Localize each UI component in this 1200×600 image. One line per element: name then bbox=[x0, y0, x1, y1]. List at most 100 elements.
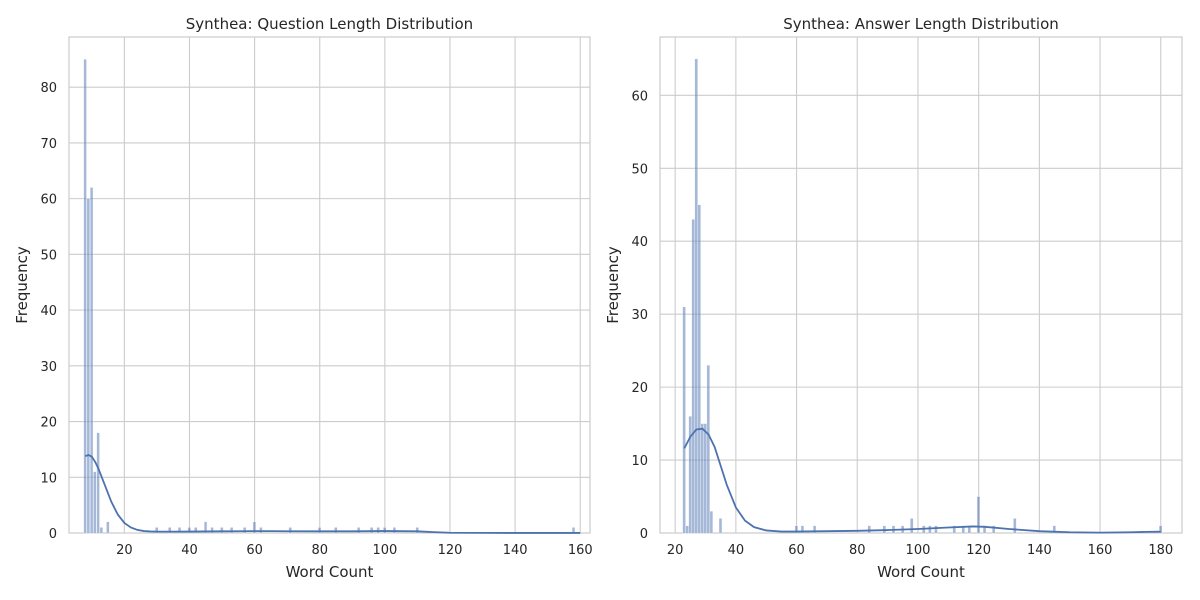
histogram-bar bbox=[700, 423, 704, 534]
histogram-bars bbox=[682, 58, 1163, 534]
histogram-bar bbox=[168, 527, 172, 534]
histogram-bar bbox=[694, 58, 698, 534]
histogram-bar bbox=[703, 423, 707, 534]
histogram-bar bbox=[203, 521, 208, 534]
histogram-bar bbox=[210, 527, 214, 534]
histogram-bar bbox=[685, 525, 689, 534]
y-tick-label: 10 bbox=[40, 471, 57, 486]
histogram-bar bbox=[187, 527, 191, 534]
x-tick-label: 160 bbox=[1088, 543, 1113, 558]
x-tick-label: 40 bbox=[181, 543, 198, 558]
histogram-bar bbox=[697, 204, 701, 534]
y-tick-label: 0 bbox=[49, 527, 57, 542]
x-tick-label: 100 bbox=[906, 543, 931, 558]
histogram-bar bbox=[155, 527, 159, 534]
y-tick-label: 0 bbox=[640, 527, 648, 542]
x-tick-label: 40 bbox=[728, 543, 745, 558]
question-length-chart: 20 40 60 80 100 120 140 160 0 10 20 30 40 50 60 70 80 S… bbox=[13, 15, 593, 581]
x-axis-label: Word Count bbox=[286, 563, 374, 581]
plot-area bbox=[68, 36, 591, 534]
histogram-bar bbox=[952, 525, 956, 534]
histogram-bar bbox=[177, 527, 182, 534]
histogram-bar bbox=[357, 527, 361, 534]
x-tick-label: 140 bbox=[1027, 543, 1052, 558]
histogram-bar bbox=[90, 187, 94, 534]
histogram-bars bbox=[83, 59, 576, 534]
x-tick-label: 120 bbox=[438, 543, 463, 558]
histogram-bar bbox=[982, 525, 987, 534]
x-tick-label: 20 bbox=[667, 543, 684, 558]
x-tick-labels: 20 40 60 80 100 120 140 160 bbox=[116, 543, 593, 558]
x-axis-label: Word Count bbox=[877, 563, 965, 581]
y-tick-label: 30 bbox=[40, 360, 57, 375]
x-tick-labels: 20 40 60 80 100 120 140 160 180 bbox=[667, 543, 1173, 558]
histogram-bar bbox=[86, 198, 90, 534]
histogram-bar bbox=[1013, 518, 1017, 534]
histogram-bar bbox=[243, 527, 247, 534]
y-tick-label: 10 bbox=[631, 454, 648, 469]
histogram-bar bbox=[800, 525, 805, 534]
y-tick-label: 60 bbox=[40, 193, 57, 208]
y-tick-labels: 0 10 20 30 40 50 60 70 80 bbox=[40, 81, 57, 542]
y-tick-label: 80 bbox=[40, 81, 57, 96]
chart-title: Synthea: Question Length Distribution bbox=[186, 15, 473, 33]
histogram-bar bbox=[220, 527, 224, 534]
kde-curve bbox=[683, 427, 1161, 534]
y-tick-label: 40 bbox=[631, 235, 648, 250]
y-tick-label: 70 bbox=[40, 137, 57, 152]
histogram-bar bbox=[392, 527, 397, 534]
histogram-bar bbox=[252, 521, 256, 534]
histogram-bar bbox=[96, 432, 100, 534]
histogram-bar bbox=[93, 471, 97, 534]
y-tick-label: 50 bbox=[40, 248, 57, 263]
histogram-bar bbox=[288, 527, 292, 534]
histogram-bar bbox=[415, 527, 419, 534]
histogram-bar bbox=[1158, 525, 1163, 534]
y-tick-label: 50 bbox=[631, 162, 648, 177]
histogram-bar bbox=[812, 525, 817, 534]
histogram-bar bbox=[334, 527, 338, 534]
histogram-bar bbox=[83, 59, 87, 534]
histogram-bar bbox=[794, 525, 798, 534]
histogram-bar bbox=[976, 496, 981, 534]
y-axis-label: Frequency bbox=[13, 246, 31, 324]
histogram-bar bbox=[867, 525, 871, 534]
histogram-bar bbox=[934, 525, 938, 534]
histogram-bar bbox=[691, 219, 695, 534]
histogram-bar bbox=[317, 527, 322, 534]
histogram-bar bbox=[706, 365, 710, 534]
x-tick-label: 80 bbox=[311, 543, 328, 558]
y-tick-label: 20 bbox=[40, 416, 57, 431]
histogram-bar bbox=[992, 525, 996, 534]
x-tick-label: 20 bbox=[116, 543, 133, 558]
histogram-bar bbox=[230, 527, 234, 534]
histogram-bar bbox=[1052, 525, 1056, 534]
chart-title: Synthea: Answer Length Distribution bbox=[783, 15, 1059, 33]
y-axis-label: Frequency bbox=[604, 246, 622, 324]
histogram-bar bbox=[370, 527, 374, 534]
x-tick-label: 60 bbox=[788, 543, 805, 558]
histogram-bar bbox=[259, 527, 263, 534]
gridlines bbox=[660, 37, 1182, 534]
histogram-bar bbox=[688, 416, 692, 534]
histogram-bar bbox=[194, 527, 198, 534]
histogram-bar bbox=[709, 510, 714, 534]
x-tick-label: 180 bbox=[1148, 543, 1173, 558]
gridlines bbox=[69, 37, 590, 534]
histogram-bar bbox=[682, 306, 686, 534]
x-tick-label: 80 bbox=[849, 543, 866, 558]
x-tick-label: 120 bbox=[966, 543, 991, 558]
histogram-bar bbox=[106, 521, 110, 534]
y-tick-label: 40 bbox=[40, 304, 57, 319]
histogram-bar bbox=[718, 518, 723, 534]
y-tick-label: 30 bbox=[631, 308, 648, 323]
x-tick-label: 60 bbox=[246, 543, 263, 558]
y-tick-labels: 0 10 20 30 40 50 60 bbox=[631, 89, 648, 542]
y-tick-label: 20 bbox=[631, 381, 648, 396]
histogram-bar bbox=[99, 527, 103, 534]
y-tick-label: 60 bbox=[631, 89, 648, 104]
plot-area bbox=[659, 36, 1183, 534]
answer-length-chart: 20 40 60 80 100 120 140 160 180 0 10 20 30 40 50 60 Sy… bbox=[604, 15, 1183, 581]
histogram-bar bbox=[910, 518, 914, 534]
